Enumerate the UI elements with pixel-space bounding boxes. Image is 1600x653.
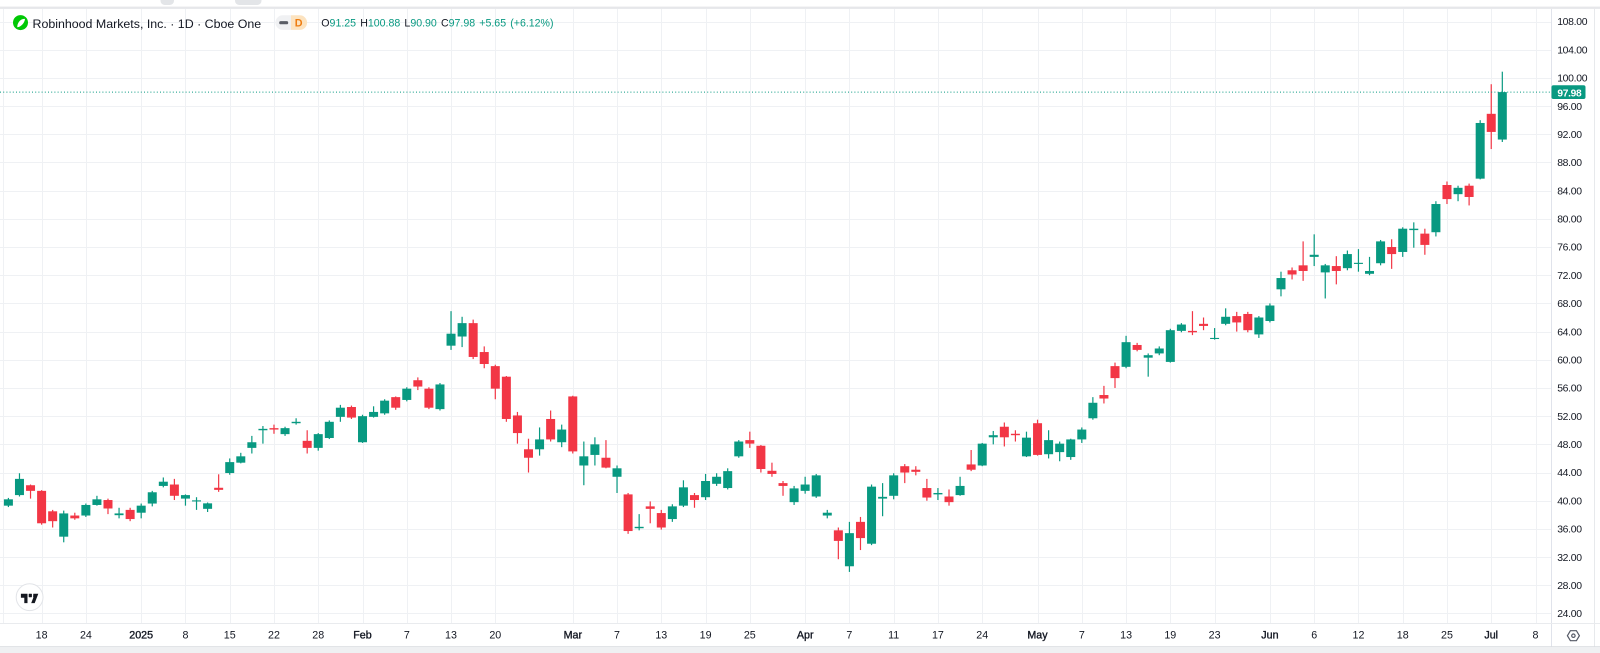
svg-text:23: 23	[1209, 629, 1221, 641]
svg-text:2025: 2025	[129, 629, 153, 641]
svg-text:19: 19	[1164, 629, 1176, 641]
svg-text:7: 7	[1079, 629, 1085, 641]
svg-text:20: 20	[489, 629, 501, 641]
svg-text:80.00: 80.00	[1557, 215, 1582, 226]
svg-text:76.00: 76.00	[1557, 243, 1582, 254]
svg-text:36.00: 36.00	[1557, 525, 1582, 536]
svg-text:25: 25	[1441, 629, 1453, 641]
svg-text:13: 13	[445, 629, 457, 641]
svg-text:19: 19	[700, 629, 712, 641]
svg-text:12: 12	[1353, 629, 1365, 641]
svg-text:108.00: 108.00	[1557, 17, 1588, 28]
svg-text:7: 7	[404, 629, 410, 641]
svg-text:8: 8	[1533, 629, 1539, 641]
svg-text:52.00: 52.00	[1557, 412, 1582, 423]
svg-text:32.00: 32.00	[1557, 553, 1582, 564]
svg-text:68.00: 68.00	[1557, 299, 1582, 310]
svg-text:O91.25 H100.88 L90.90 C97.98 +: O91.25 H100.88 L90.90 C97.98 +5.65 (+6.1…	[321, 17, 553, 29]
svg-text:24: 24	[80, 629, 92, 641]
svg-text:Robinhood Markets, Inc. · 1D ·: Robinhood Markets, Inc. · 1D · Cboe One	[33, 17, 262, 31]
svg-text:96.00: 96.00	[1557, 102, 1582, 113]
svg-text:24.00: 24.00	[1557, 609, 1582, 620]
svg-text:Jul: Jul	[1484, 629, 1498, 641]
svg-text:8: 8	[183, 629, 189, 641]
svg-text:22: 22	[268, 629, 280, 641]
svg-text:40.00: 40.00	[1557, 496, 1582, 507]
svg-text:44.00: 44.00	[1557, 468, 1582, 479]
svg-text:Apr: Apr	[797, 629, 814, 641]
svg-text:25: 25	[744, 629, 756, 641]
svg-text:Mar: Mar	[564, 629, 583, 641]
svg-text:56.00: 56.00	[1557, 384, 1582, 395]
svg-text:97.98: 97.98	[1557, 89, 1582, 100]
svg-text:15: 15	[224, 629, 236, 641]
svg-text:64.00: 64.00	[1557, 327, 1582, 338]
svg-text:17: 17	[932, 629, 944, 641]
svg-text:72.00: 72.00	[1557, 271, 1582, 282]
svg-text:May: May	[1027, 629, 1048, 641]
svg-text:Jun: Jun	[1261, 629, 1278, 641]
svg-text:11: 11	[888, 629, 899, 641]
svg-text:92.00: 92.00	[1557, 130, 1582, 141]
svg-text:104.00: 104.00	[1557, 45, 1588, 56]
svg-text:7: 7	[614, 629, 620, 641]
svg-text:24: 24	[976, 629, 988, 641]
svg-text:13: 13	[655, 629, 667, 641]
svg-text:28.00: 28.00	[1557, 581, 1582, 592]
svg-text:84.00: 84.00	[1557, 186, 1582, 197]
svg-text:48.00: 48.00	[1557, 440, 1582, 451]
svg-text:18: 18	[36, 629, 48, 641]
svg-text:7: 7	[846, 629, 852, 641]
svg-text:100.00: 100.00	[1557, 74, 1588, 85]
svg-text:28: 28	[312, 629, 324, 641]
svg-text:6: 6	[1311, 629, 1317, 641]
svg-text:18: 18	[1397, 629, 1409, 641]
svg-text:D: D	[295, 17, 303, 29]
svg-text:60.00: 60.00	[1557, 356, 1582, 367]
svg-text:13: 13	[1120, 629, 1132, 641]
svg-text:88.00: 88.00	[1557, 158, 1582, 169]
svg-text:Feb: Feb	[353, 629, 371, 641]
